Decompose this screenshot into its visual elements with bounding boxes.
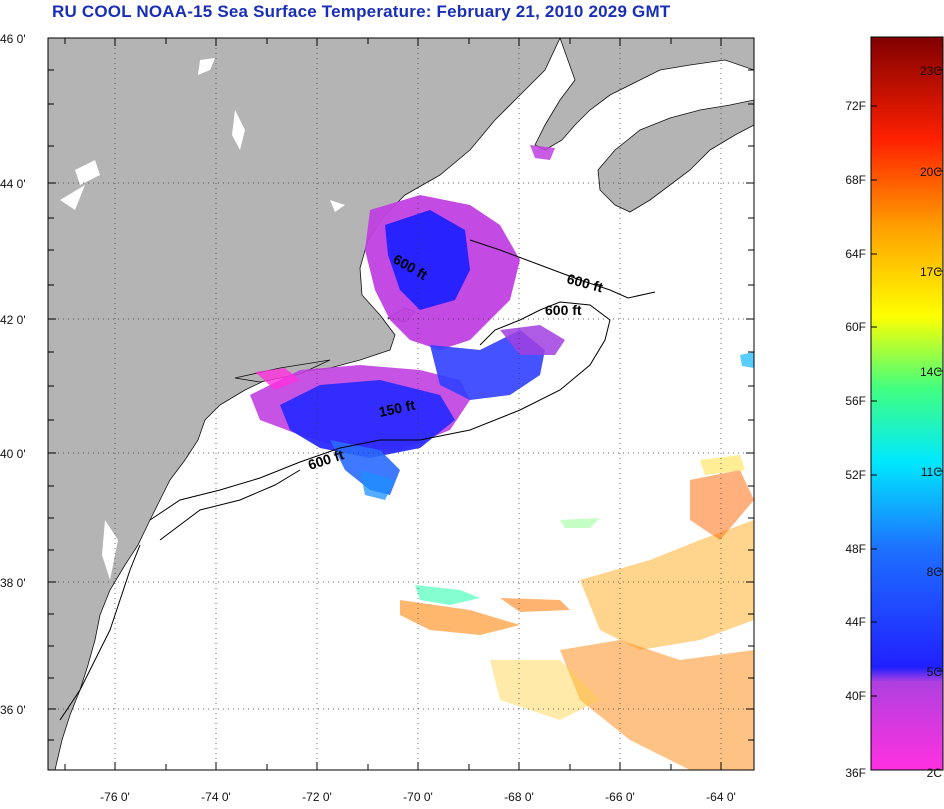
- colorbar-f-52: 52F: [845, 468, 866, 482]
- lon-label-68: -68 0': [504, 790, 534, 804]
- lon-label-72: -72 0': [302, 790, 332, 804]
- graticule: [48, 38, 754, 770]
- colorbar-f-64: 64F: [845, 247, 866, 261]
- colorbar-c-5: 5C: [927, 665, 943, 679]
- colorbar-c-20: 20C: [920, 165, 942, 179]
- land-us-coast: [48, 38, 561, 770]
- lat-label-36: 36 0': [0, 703, 26, 717]
- colorbar-c-11: 11C: [921, 465, 942, 479]
- lon-label-74: -74 0': [201, 790, 231, 804]
- colorbar-c-17: 17C: [920, 265, 942, 279]
- lon-label-66: -66 0': [605, 790, 635, 804]
- lat-label-46: 46 0': [0, 32, 26, 46]
- colorbar-c-2: 2C: [927, 766, 943, 780]
- colorbar-f-56: 56F: [845, 394, 866, 408]
- colorbar-f-44: 44F: [845, 615, 866, 629]
- lon-label-70: -70 0': [403, 790, 433, 804]
- colorbar-ticks: [871, 69, 943, 697]
- lat-label-42: 42 0': [0, 313, 26, 327]
- map-frame: [47, 37, 755, 771]
- colorbar-c-23: 23C: [920, 64, 942, 78]
- colorbar-f-60: 60F: [845, 320, 866, 334]
- contour-label-150ft: 150 ft: [377, 397, 416, 420]
- colorbar-f-40: 40F: [845, 689, 866, 703]
- colorbar-f-72: 72F: [845, 99, 866, 113]
- sst-data: [250, 145, 754, 770]
- land-nova-scotia: [597, 99, 754, 213]
- colorbar-f-48: 48F: [845, 542, 866, 556]
- colorbar-f-36: 36F: [845, 766, 866, 780]
- lat-label-40: 40 0': [0, 447, 26, 461]
- contour-label-600ft-georges: 600 ft: [545, 302, 582, 318]
- colorbar: [870, 36, 944, 771]
- land-canada: [534, 38, 754, 151]
- map-title: RU COOL NOAA-15 Sea Surface Temperature:…: [52, 2, 671, 21]
- colorbar-f-68: 68F: [845, 173, 866, 187]
- lat-label-38: 38 0': [0, 576, 26, 590]
- colorbar-c-8: 8C: [927, 565, 943, 579]
- frame-ticks: [48, 37, 754, 770]
- lat-label-44: 44 0': [0, 177, 26, 191]
- bathymetry-contours: [59, 239, 656, 721]
- colorbar-c-14: 14C: [920, 365, 942, 379]
- lon-label-64: -64 0': [706, 790, 736, 804]
- lon-label-76: -76 0': [100, 790, 130, 804]
